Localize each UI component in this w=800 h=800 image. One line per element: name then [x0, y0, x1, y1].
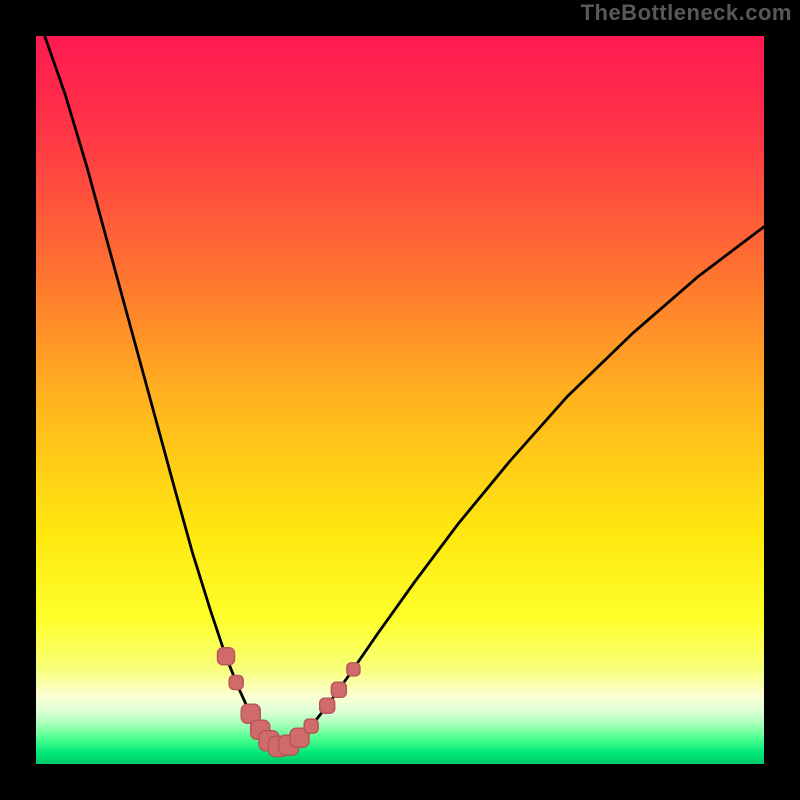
curve-markers — [218, 648, 360, 757]
bottleneck-curve — [45, 36, 764, 747]
curve-marker — [347, 663, 360, 676]
curve-layer — [36, 36, 764, 764]
chart-container: TheBottleneck.com — [0, 0, 800, 800]
plot-area — [36, 36, 764, 764]
curve-marker — [331, 682, 346, 697]
watermark-text: TheBottleneck.com — [581, 0, 792, 26]
curve-marker — [320, 698, 335, 713]
curve-marker — [218, 648, 235, 665]
curve-marker — [304, 719, 318, 733]
curve-marker — [229, 675, 243, 689]
